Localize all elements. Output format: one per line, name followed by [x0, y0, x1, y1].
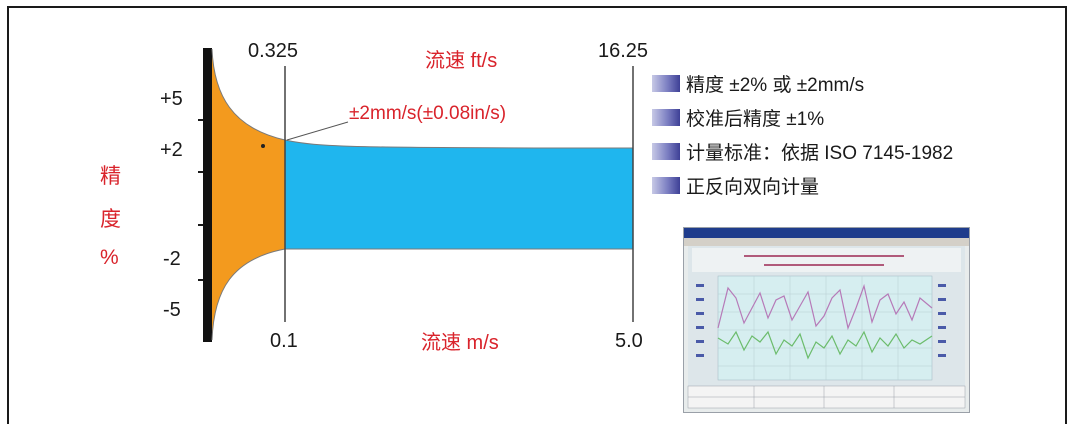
software-screenshot-thumbnail [683, 227, 970, 413]
feature-item: 计量标准：依据 ISO 7145-1982 [652, 138, 953, 165]
software-screenshot-image [684, 228, 969, 409]
feature-text: 校准后精度 ±1% [686, 109, 825, 130]
figure-frame [7, 6, 1067, 424]
feature-text: 正反向双向计量 [686, 177, 820, 198]
left-axis-ticks [198, 119, 203, 281]
annotation-leader [286, 121, 349, 141]
bottom-axis-title: 流速 m/s [421, 332, 499, 354]
tick-label-minus5: -5 [163, 299, 181, 321]
feature-text: 精度 ±2% 或 ±2mm/s [686, 75, 865, 96]
square-bullet-icon [652, 177, 680, 194]
feature-item: 校准后精度 ±1% [652, 104, 953, 131]
square-bullet-icon [652, 109, 680, 126]
bottom-max-label: 5.0 [615, 330, 643, 352]
high-velocity-region [285, 140, 633, 249]
feature-item: 正反向双向计量 [652, 172, 953, 199]
tick-label-minus2: -2 [163, 248, 181, 270]
top-min-label: 0.325 [248, 40, 299, 62]
bottom-min-label: 0.1 [270, 330, 298, 352]
feature-text: 计量标准：依据 ISO 7145-1982 [686, 143, 954, 164]
square-bullet-icon [652, 143, 680, 160]
tick-label-plus2: +2 [160, 139, 183, 161]
feature-list: 精度 ±2% 或 ±2mm/s 校准后精度 ±1% 计量标准：依据 ISO 71… [652, 70, 953, 206]
feature-item: 精度 ±2% 或 ±2mm/s [652, 70, 953, 97]
accuracy-title-char-1: 精 [100, 165, 121, 188]
square-bullet-icon [652, 75, 680, 92]
tick-label-plus5: +5 [160, 88, 183, 110]
low-velocity-region [212, 49, 285, 340]
annotation-dot [261, 144, 265, 148]
left-axis-bar [203, 48, 212, 342]
accuracy-title-char-3: % [100, 246, 119, 269]
top-axis-title: 流速 ft/s [425, 50, 498, 72]
accuracy-annotation: ±2mm/s(±0.08in/s) [349, 103, 507, 124]
top-max-label: 16.25 [598, 40, 649, 62]
accuracy-title-char-2: 度 [100, 208, 121, 231]
